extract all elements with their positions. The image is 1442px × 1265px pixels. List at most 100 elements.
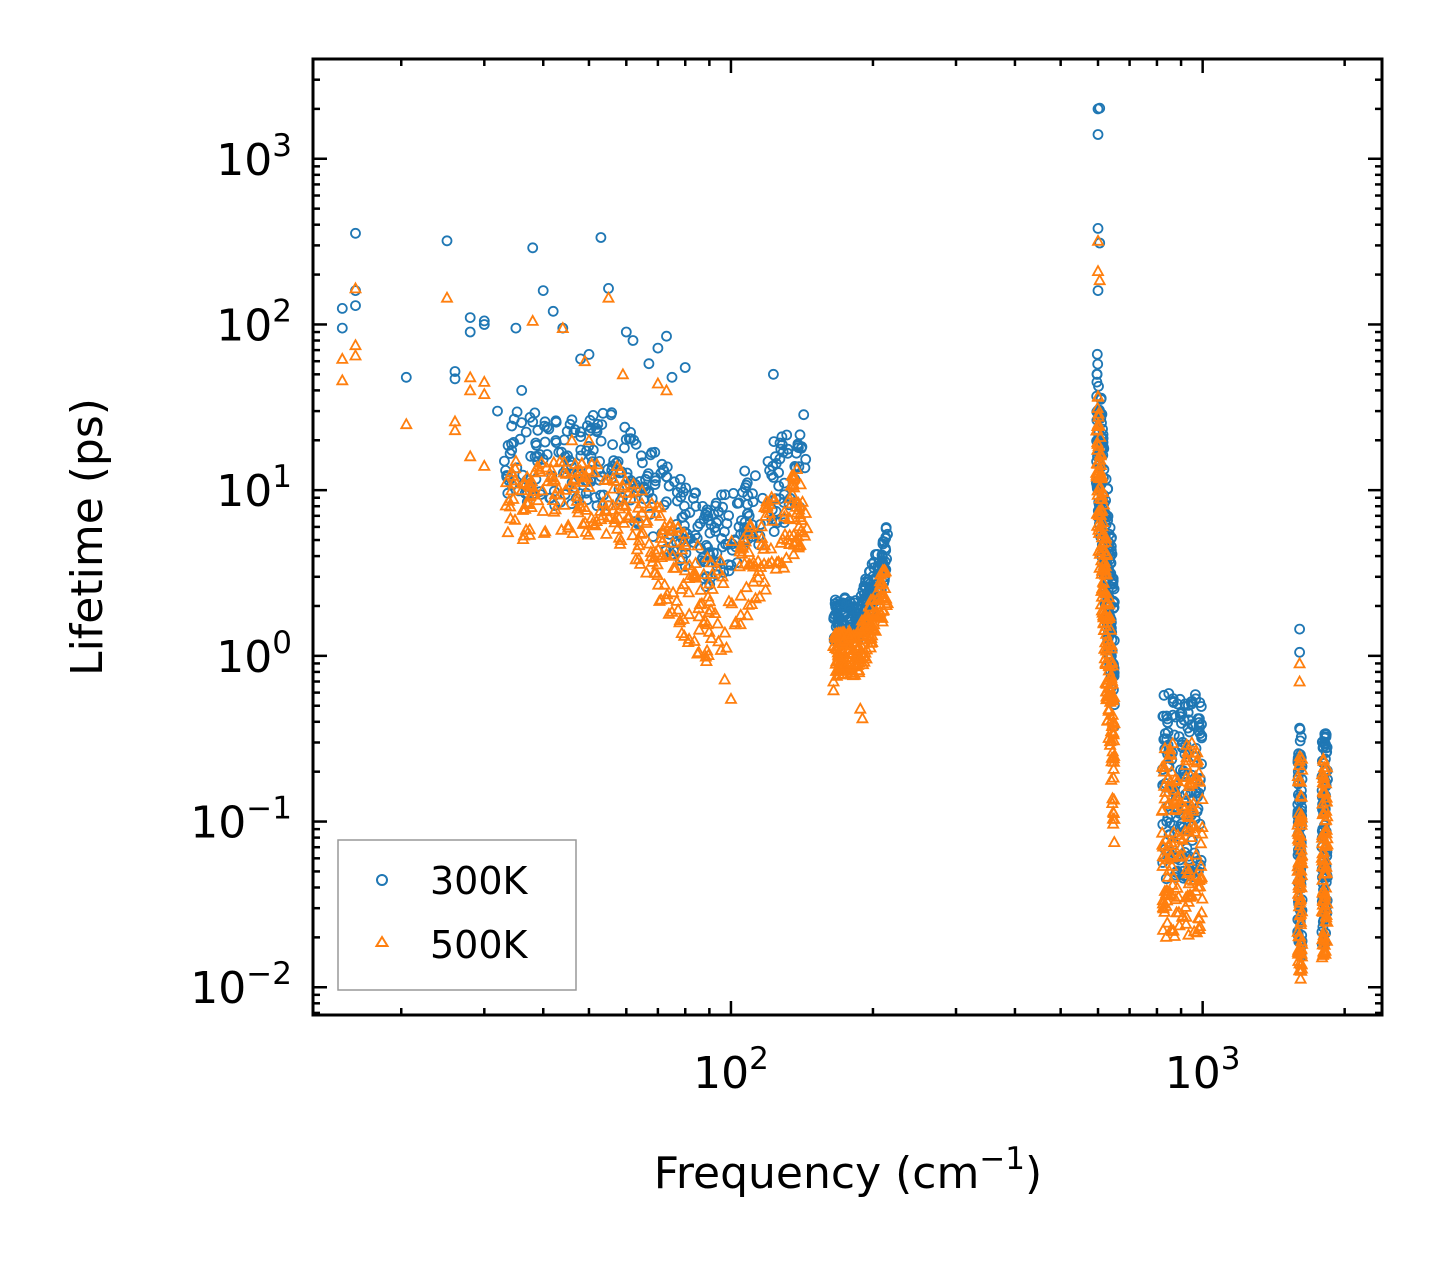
point-300k	[582, 420, 593, 432]
point-500k	[1166, 838, 1180, 851]
point-500k	[733, 544, 747, 557]
point-500k	[790, 462, 804, 474]
point-500k	[335, 373, 349, 386]
point-500k	[777, 504, 791, 517]
point-500k	[1317, 769, 1331, 782]
point-500k	[853, 701, 867, 714]
point-500k	[1093, 491, 1107, 504]
point-300k	[336, 322, 348, 334]
point-500k	[857, 628, 871, 641]
point-300k	[1167, 709, 1179, 721]
point-500k	[1172, 905, 1186, 918]
point-300k	[608, 455, 620, 467]
point-500k	[719, 640, 734, 653]
point-300k	[1179, 698, 1191, 710]
point-300k	[663, 480, 675, 492]
point-500k	[556, 321, 570, 333]
point-500k	[545, 474, 559, 487]
point-500k	[700, 643, 714, 656]
point-500k	[678, 538, 693, 551]
point-500k	[1095, 468, 1109, 481]
point-300k	[717, 541, 728, 553]
point-300k	[858, 580, 870, 592]
point-500k	[866, 605, 880, 618]
point-500k	[348, 348, 363, 361]
point-500k	[642, 501, 656, 513]
point-500k	[678, 563, 692, 576]
point-500k	[399, 417, 413, 430]
point-500k	[1187, 924, 1201, 937]
point-500k	[692, 609, 706, 622]
point-300k	[1095, 392, 1107, 404]
point-500k	[612, 530, 626, 543]
point-500k	[725, 534, 739, 546]
point-300k	[1157, 710, 1169, 722]
point-500k	[594, 512, 608, 525]
point-500k	[734, 607, 748, 620]
point-300k	[1294, 724, 1306, 735]
point-500k	[463, 449, 477, 462]
point-500k	[621, 486, 635, 498]
point-500k	[540, 460, 554, 473]
point-500k	[1101, 688, 1115, 701]
point-500k	[1292, 753, 1307, 766]
point-500k	[1294, 963, 1308, 976]
point-500k	[1161, 751, 1175, 764]
point-500k	[1092, 508, 1106, 521]
point-300k	[478, 319, 490, 330]
point-500k	[601, 290, 616, 303]
point-300k	[649, 479, 661, 490]
point-500k	[787, 469, 801, 482]
point-300k	[708, 509, 720, 520]
point-300k	[705, 519, 717, 530]
point-500k	[1319, 910, 1333, 923]
point-500k	[516, 503, 530, 515]
point-500k	[713, 553, 728, 566]
point-500k	[585, 511, 599, 523]
point-500k	[653, 508, 668, 521]
point-300k	[597, 407, 609, 419]
point-300k	[464, 326, 476, 338]
point-500k	[760, 499, 774, 512]
point-300k	[336, 302, 348, 314]
point-500k	[626, 528, 640, 541]
point-500k	[831, 645, 845, 658]
point-500k	[1316, 754, 1331, 766]
point-300k	[661, 496, 672, 508]
point-500k	[792, 519, 806, 532]
point-300k	[1091, 348, 1103, 360]
point-300k	[595, 232, 607, 243]
point-300k	[877, 538, 889, 550]
point-300k	[675, 491, 687, 503]
point-300k	[1195, 854, 1207, 866]
point-300k	[529, 451, 541, 463]
point-500k	[567, 473, 581, 486]
point-500k	[639, 565, 653, 578]
point-300k	[532, 424, 544, 436]
point-300k	[1294, 623, 1305, 635]
point-500k	[827, 638, 841, 651]
point-300k	[541, 449, 553, 460]
point-300k	[689, 487, 701, 499]
point-300k	[1163, 688, 1175, 699]
point-500k	[700, 550, 715, 563]
point-300k	[710, 497, 722, 509]
point-500k	[1317, 892, 1331, 905]
point-500k	[834, 663, 848, 676]
point-500k	[1195, 891, 1209, 904]
point-500k	[671, 602, 685, 615]
point-500k	[651, 376, 665, 389]
point-300k	[832, 613, 844, 624]
point-500k	[526, 487, 540, 500]
point-500k	[702, 605, 716, 617]
point-500k	[778, 527, 792, 540]
point-500k	[1156, 859, 1170, 871]
point-500k	[754, 519, 769, 532]
point-500k	[666, 585, 680, 598]
point-300k	[1321, 742, 1332, 754]
point-500k	[544, 463, 559, 475]
point-500k	[1194, 836, 1208, 849]
point-500k	[1315, 796, 1330, 809]
point-500k	[863, 600, 877, 612]
